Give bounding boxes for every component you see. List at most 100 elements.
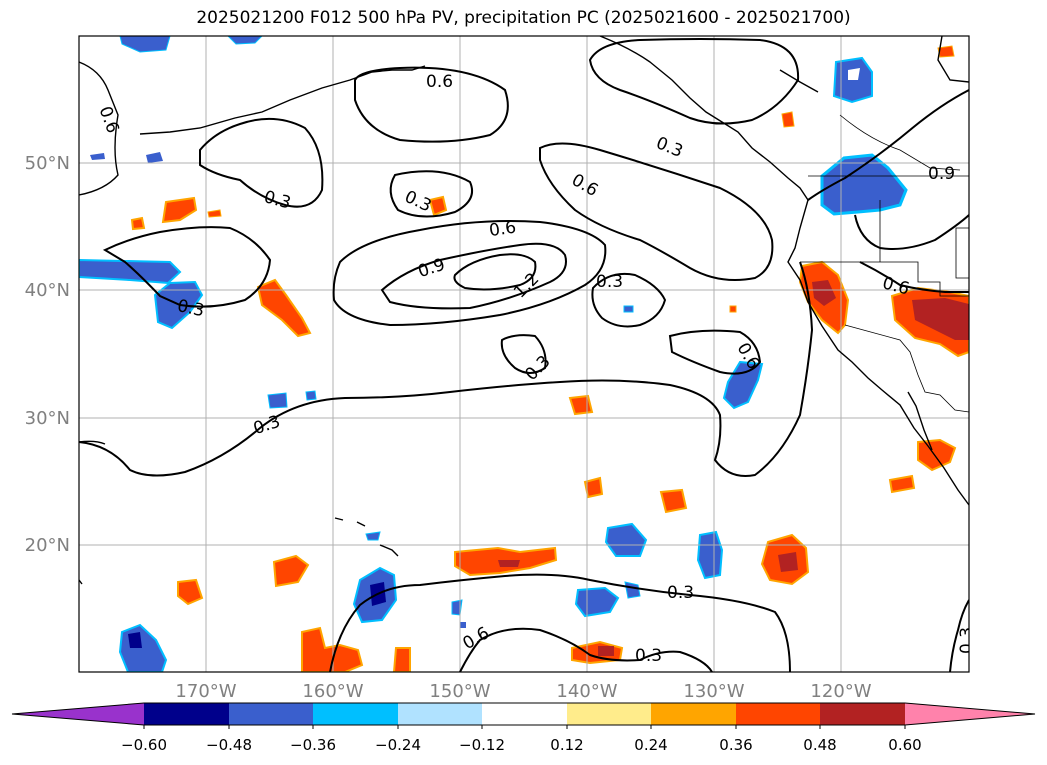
colorbar-label: −0.60 <box>121 736 167 754</box>
lat-label: 30°N <box>25 408 70 429</box>
pv-contour <box>591 272 667 328</box>
precip-patch <box>812 280 836 306</box>
precip-patch <box>917 438 957 472</box>
contour-label: 0.3 <box>596 272 623 292</box>
precip-patch <box>79 258 182 285</box>
contour-label: 0.3 <box>957 627 977 654</box>
pv-contour <box>354 66 509 143</box>
precip-patch <box>778 552 798 572</box>
colorbar-segment <box>567 703 651 725</box>
colorbar-extend-max <box>905 703 1035 725</box>
lon-label: 140°W <box>556 681 617 702</box>
precip-patch <box>820 153 908 216</box>
colorbar: −0.60 −0.48 −0.36 −0.24 −0.12 0.12 0.24 … <box>11 702 1036 754</box>
colorbar-labels: −0.60 −0.48 −0.36 −0.24 −0.12 0.12 0.24 … <box>121 736 922 754</box>
border <box>800 261 969 297</box>
pv-contour <box>102 226 272 308</box>
border <box>844 324 969 413</box>
precip-patch <box>128 632 142 648</box>
coastline <box>907 391 933 451</box>
map-panel <box>79 36 969 672</box>
lon-labels: 170°W 160°W 150°W 140°W 130°W 120°W <box>175 681 871 702</box>
lon-label: 130°W <box>683 681 744 702</box>
precip-patch <box>392 647 411 672</box>
gridlines <box>79 36 969 672</box>
colorbar-segment <box>651 703 736 725</box>
lon-label: 160°W <box>302 681 363 702</box>
precip-patch <box>130 216 146 231</box>
pv-contour <box>79 261 814 477</box>
coastline <box>334 517 344 521</box>
contour-label: 0.3 <box>667 583 694 603</box>
coastline <box>79 61 119 196</box>
colorbar-segment <box>229 703 313 725</box>
colorbar-label: 0.48 <box>803 736 836 754</box>
precip-patch <box>598 646 614 656</box>
precip-patch <box>301 626 364 672</box>
coastline <box>937 36 969 83</box>
pv-contour <box>500 334 547 374</box>
coastline <box>139 65 426 135</box>
contour-label: 0.9 <box>928 164 955 184</box>
contour-label: 0.3 <box>635 646 662 666</box>
colorbar-label: −0.48 <box>206 736 252 754</box>
colorbar-label: 0.36 <box>719 736 752 754</box>
contour-label: 0.6 <box>488 218 518 242</box>
lat-labels: 50°N 40°N 30°N 20°N <box>25 153 70 556</box>
pv-contour <box>588 38 800 125</box>
precip-patch <box>305 390 317 401</box>
pv-contour <box>459 627 713 672</box>
pv-contour <box>199 117 324 208</box>
precip-patch <box>696 530 724 580</box>
precip-patch <box>428 195 448 217</box>
contour-label: 0.6 <box>426 72 453 92</box>
colorbar-label: −0.36 <box>290 736 336 754</box>
pv-contour <box>329 573 791 672</box>
precip-patch <box>460 622 466 628</box>
pv-contour <box>389 170 474 218</box>
precip-patch <box>90 153 105 160</box>
precip-patch <box>207 209 222 218</box>
precip-patch <box>146 152 163 163</box>
precip-patch <box>604 522 648 557</box>
precip-patch <box>272 554 310 588</box>
colorbar-segment <box>313 703 398 725</box>
pv-contours <box>79 38 969 672</box>
borders <box>800 114 969 413</box>
precip-patch <box>498 560 520 567</box>
precip-patch <box>848 68 860 80</box>
lon-label: 170°W <box>175 681 236 702</box>
precip-patch <box>365 531 381 541</box>
pv-contour <box>332 220 607 327</box>
pv-contour <box>380 242 567 310</box>
precip-patch <box>568 394 594 416</box>
border <box>955 227 969 279</box>
precip-patch <box>888 474 916 494</box>
colorbar-label: 0.60 <box>888 736 921 754</box>
pv-contour <box>668 329 762 375</box>
pv-contour <box>859 261 969 293</box>
precip-patch <box>119 36 171 53</box>
precip-patch <box>177 578 204 606</box>
colorbar-label: −0.12 <box>459 736 505 754</box>
colorbar-label: 0.12 <box>550 736 583 754</box>
precip-patch <box>161 196 198 224</box>
precip-patch <box>623 305 634 313</box>
colorbar-segment <box>736 703 820 725</box>
map-frame <box>78 35 970 673</box>
coastline <box>356 521 366 527</box>
pv-contour <box>854 214 969 250</box>
pv-contour <box>949 599 969 672</box>
precip-patch <box>729 305 737 313</box>
colorbar-segment <box>144 703 229 725</box>
colorbar-segment <box>482 703 567 725</box>
precip-patch <box>912 298 969 340</box>
colorbar-label: 0.24 <box>634 736 667 754</box>
colorbar-ticks <box>143 725 906 729</box>
precip-patch <box>256 278 312 338</box>
pv-contour <box>807 89 969 201</box>
colorbar-extend-min <box>12 703 144 725</box>
lat-label: 40°N <box>25 280 70 301</box>
coastline <box>779 69 819 93</box>
lon-label: 120°W <box>810 681 871 702</box>
